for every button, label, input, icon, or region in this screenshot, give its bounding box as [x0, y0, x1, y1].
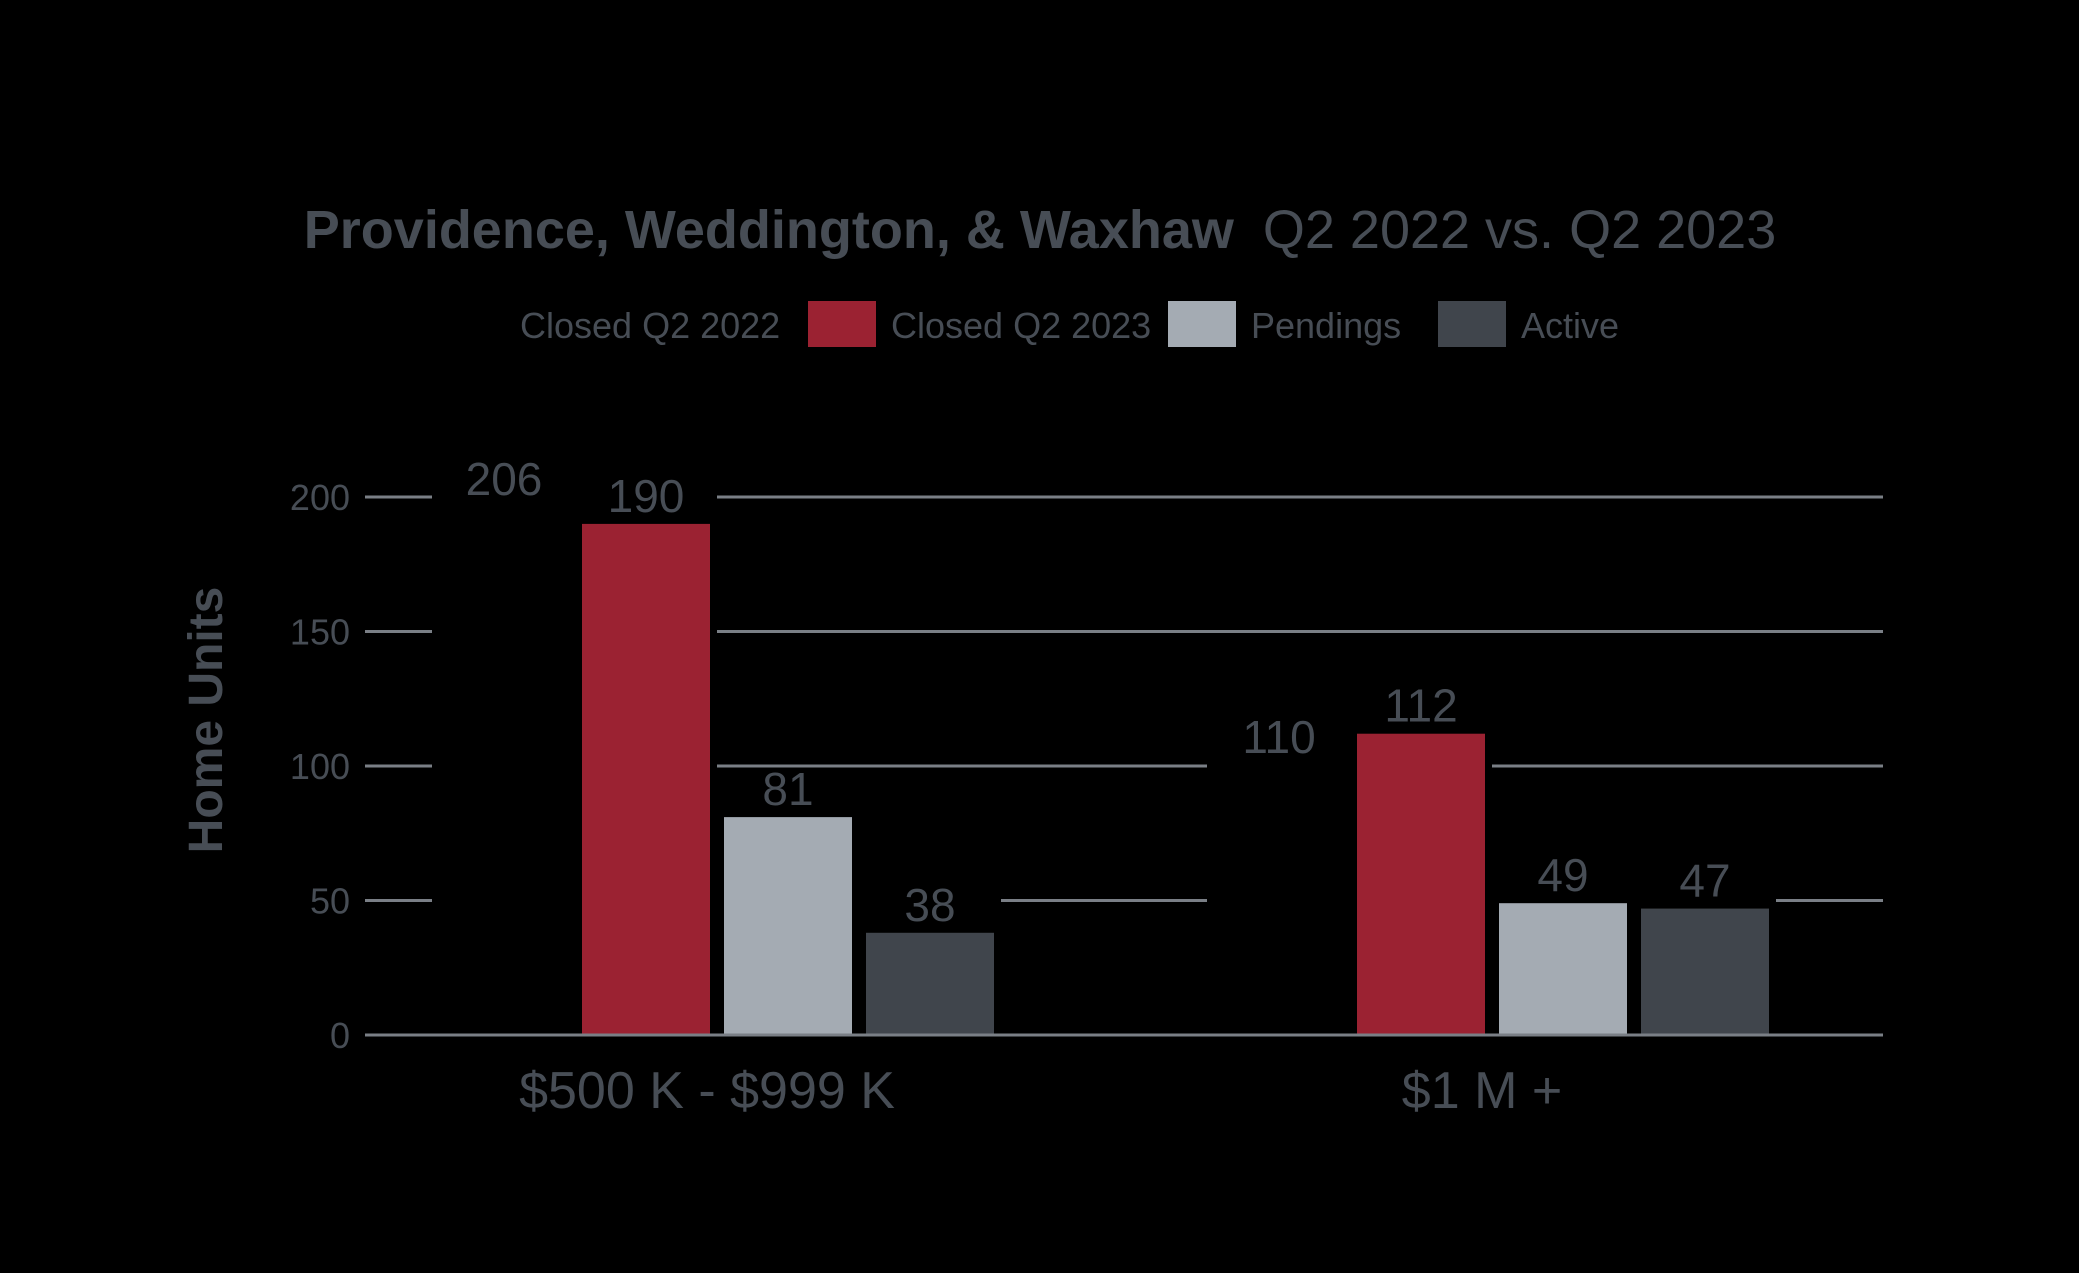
bars [365, 475, 1883, 1037]
y-axis-label: Home Units [180, 587, 233, 854]
value-label: 112 [1384, 680, 1457, 732]
y-axis-ticks: 0 50 100 150 200 [290, 477, 350, 1056]
y-tick-label: 50 [310, 881, 350, 922]
x-axis-ticks: $500 K - $999 K $1 M + [519, 1062, 1562, 1120]
y-tick-label: 150 [290, 612, 350, 653]
x-tick-label: $1 M + [1402, 1062, 1562, 1120]
legend-swatch [808, 301, 876, 347]
y-tick-label: 200 [290, 477, 350, 518]
chart-title-rest: Q2 2022 vs. Q2 2023 [1263, 200, 1776, 260]
bar [1641, 908, 1769, 1035]
legend: Closed Q2 2022 Closed Q2 2023 Pendings Acti… [520, 301, 1619, 347]
value-label: 49 [1537, 849, 1588, 901]
value-label: 206 [466, 453, 543, 505]
bar [866, 932, 994, 1035]
value-label: 81 [762, 763, 813, 815]
bar [432, 480, 576, 1033]
value-labels: 206 190 81 38 110 112 49 47 [466, 453, 1731, 931]
value-label: 190 [608, 470, 685, 522]
bar [1499, 903, 1627, 1035]
y-tick-label: 0 [330, 1015, 350, 1056]
value-label: 38 [904, 879, 955, 931]
x-tick-label: $500 K - $999 K [519, 1062, 895, 1120]
legend-label: Closed Q2 2022 [520, 305, 780, 346]
y-tick-label: 100 [290, 746, 350, 787]
bar [1357, 733, 1485, 1035]
value-label: 47 [1679, 855, 1730, 907]
legend-swatch [1168, 301, 1236, 347]
bar [1207, 739, 1351, 1033]
legend-swatch [1438, 301, 1506, 347]
chart-title-bold: Providence, Weddington, & Waxhaw [304, 200, 1235, 260]
legend-label: Closed Q2 2023 [891, 305, 1151, 346]
bar [582, 523, 710, 1035]
value-label: 110 [1242, 711, 1315, 763]
bar [724, 817, 852, 1035]
legend-label: Pendings [1251, 305, 1401, 346]
chart-title: Providence, Weddington, & Waxhaw Q2 2022… [304, 200, 1776, 260]
legend-label: Active [1521, 305, 1619, 346]
